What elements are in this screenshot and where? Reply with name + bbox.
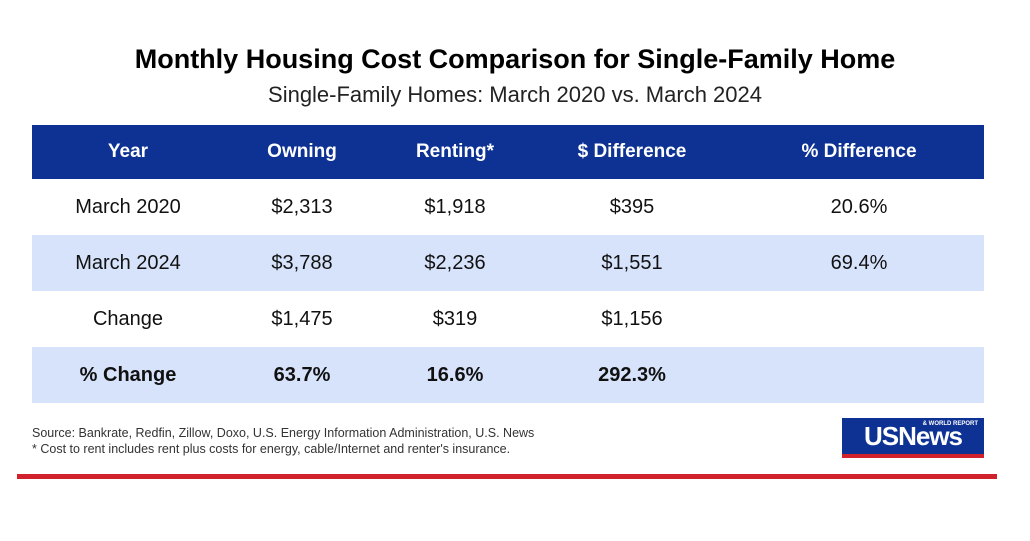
chart-title: Monthly Housing Cost Comparison for Sing… [134, 44, 896, 74]
header-owning: Owning [224, 125, 380, 179]
header-percent-difference: % Difference [734, 125, 984, 179]
cell: $1,551 [530, 235, 734, 291]
cell: $3,788 [224, 235, 380, 291]
cell: 16.6% [380, 347, 530, 403]
cell: 63.7% [224, 347, 380, 403]
footer-divider [17, 474, 997, 479]
logo-text: USNews [863, 420, 963, 451]
cell [734, 347, 984, 403]
table-row: Change $1,475 $319 $1,156 [32, 291, 984, 347]
cell: $1,156 [601, 307, 663, 330]
header-dollar-difference: $ Difference [530, 125, 734, 179]
logo-subtext: & WORLD REPORT [922, 421, 978, 427]
cell: $2,313 [271, 195, 333, 218]
table-header-row: Year Owning Renting* $ Difference % Diff… [32, 125, 984, 179]
header-year: Year [32, 125, 224, 179]
cell: 69.4% [734, 235, 984, 291]
cell: $2,236 [380, 235, 530, 291]
cell: $1,918 [424, 195, 486, 218]
cell [734, 291, 984, 347]
cell: March 2020 [75, 195, 181, 218]
cell: $1,475 [271, 307, 333, 330]
comparison-table: Year Owning Renting* $ Difference % Diff… [32, 125, 984, 403]
source-line: Source: Bankrate, Redfin, Zillow, Doxo, … [32, 426, 535, 440]
cell: March 2024 [32, 235, 224, 291]
table-row: March 2020 $2,313 $1,918 $395 20.6% [32, 179, 984, 235]
chart-subtitle: Single-Family Homes: March 2020 vs. Marc… [268, 82, 762, 107]
footnote-line: * Cost to rent includes rent plus costs … [32, 442, 511, 456]
cell: 20.6% [830, 195, 888, 218]
header-renting: Renting* [380, 125, 530, 179]
cell: 292.3% [530, 347, 734, 403]
table-row: March 2024 $3,788 $2,236 $1,551 69.4% [32, 235, 984, 291]
usnews-logo: USNews & WORLD REPORT [842, 418, 984, 458]
source-notes: Source: Bankrate, Redfin, Zillow, Doxo, … [32, 425, 534, 457]
cell: $319 [432, 307, 478, 330]
cell: $395 [609, 195, 655, 218]
cell: % Change [32, 347, 224, 403]
cell: Change [92, 307, 164, 330]
table-row: % Change 63.7% 16.6% 292.3% [32, 347, 984, 403]
